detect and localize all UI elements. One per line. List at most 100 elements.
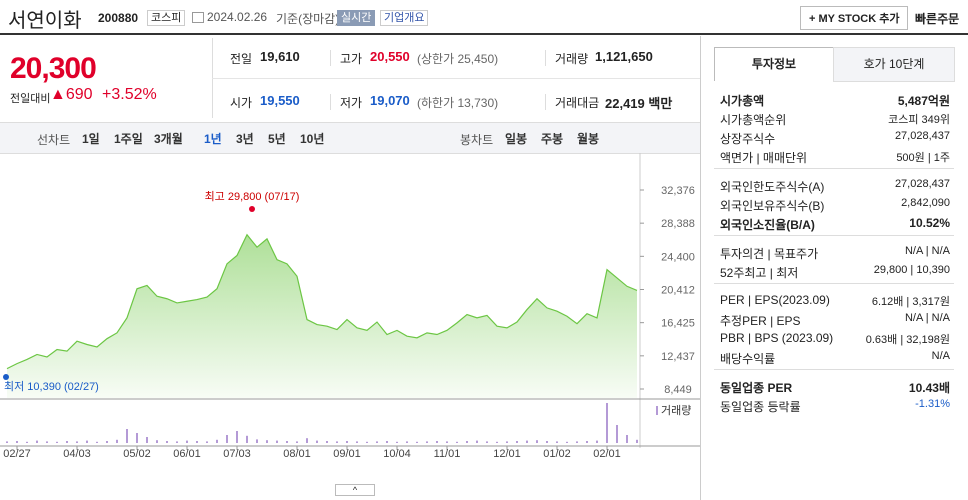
volume-bar (206, 441, 208, 443)
stat-label: 고가 (340, 52, 363, 66)
stat-value: 20,550 (370, 49, 410, 64)
y-tick-label: 20,412 (661, 285, 695, 297)
stat-value: 19,070 (370, 93, 410, 108)
realtime-badge[interactable]: 실시간 (337, 10, 376, 26)
stat-extra: (상한가 25,450) (417, 52, 499, 66)
period-option[interactable]: 주봉 (541, 132, 564, 146)
price-area (7, 234, 637, 398)
volume-bar (96, 441, 98, 443)
section-rule (714, 235, 954, 236)
info-value: 27,028,437 (894, 178, 950, 190)
tab[interactable]: 호가 10단계 (833, 47, 955, 82)
volume-bar (236, 431, 238, 443)
change-label: 전일대비 (10, 93, 51, 105)
info-value: 27,028,437 (894, 130, 950, 142)
period-option[interactable]: 월봉 (577, 132, 600, 146)
info-value: 29,800 | 10,390 (873, 264, 950, 276)
change-pct: +3.52% (102, 86, 157, 103)
period-bar (0, 122, 700, 154)
mystock-button[interactable]: + MY STOCK 추가 (800, 6, 909, 30)
stat-value: 19,550 (260, 93, 300, 108)
period-option[interactable]: 1주일 (114, 132, 143, 146)
volume-bar (56, 441, 58, 443)
info-label: 투자의견 | 목표주가 (720, 247, 819, 261)
high-label: 최고 29,800 (07/17) (205, 190, 300, 203)
volume-bar (506, 441, 508, 443)
info-value: 코스피 349위 (888, 114, 950, 126)
high-marker (249, 206, 255, 212)
price: 20,300 (10, 52, 97, 85)
stat-value: 1,121,650 (595, 49, 653, 64)
volume-bar (386, 441, 388, 443)
period-label: 봉차트 (460, 133, 494, 147)
info-label: 시가총액 (720, 94, 765, 108)
volume-bar (636, 439, 638, 443)
period-label: 선차트 (37, 133, 71, 147)
volume-bar (586, 441, 588, 443)
stat-label: 시가 (230, 96, 253, 110)
volume-bar (616, 425, 618, 443)
calendar-icon (192, 12, 204, 23)
volume-bar (396, 441, 398, 443)
volume-bar (466, 441, 468, 443)
y-tick-label: 24,400 (661, 251, 695, 263)
period-option[interactable]: 5년 (268, 132, 286, 146)
period-option[interactable]: 10년 (300, 132, 325, 146)
y-tick-label: 16,425 (661, 318, 695, 330)
stat-extra: (하한가 13,730) (417, 96, 499, 110)
volume-bar (76, 441, 78, 443)
collapse-button[interactable]: ^ (335, 484, 375, 496)
volume-bar (426, 441, 428, 443)
info-label: 상장주식수 (720, 132, 776, 146)
section-rule (714, 168, 954, 169)
info-label: 52주최고 | 최저 (720, 266, 799, 280)
info-value: N/A | N/A (904, 312, 950, 324)
stat-value: 22,419 백만 (605, 96, 673, 111)
stat-value: 19,610 (260, 49, 300, 64)
basis: 기준(장마감) (276, 12, 340, 26)
volume-bar (446, 441, 448, 443)
volume-bar (246, 435, 248, 443)
stat-label: 저가 (340, 96, 363, 110)
period-option[interactable]: 1일 (82, 132, 100, 146)
volume-bar (416, 441, 418, 443)
info-value: 10.52% (909, 216, 950, 230)
info-value: 0.63배 | 32,198원 (865, 334, 950, 346)
volume-bar (46, 441, 48, 443)
volume-bar (346, 441, 348, 443)
period-option[interactable]: 3개월 (154, 132, 183, 146)
volume-bar (256, 439, 258, 443)
volume-bar (106, 441, 108, 443)
divider (545, 50, 546, 66)
period-option[interactable]: 3년 (236, 132, 254, 146)
company-dropdown[interactable]: 기업개요 (380, 10, 429, 26)
tab[interactable]: 투자정보 (714, 47, 834, 81)
info-value: 2,842,090 (901, 197, 950, 209)
volume-bar (556, 441, 558, 443)
volume-bar (496, 441, 498, 443)
info-value: -1.31% (915, 398, 950, 410)
volume-bar (176, 441, 178, 443)
info-label: 시가총액순위 (720, 113, 787, 127)
volume-bar (166, 441, 168, 443)
stat-label: 전일 (230, 52, 253, 66)
volume-bar (186, 440, 188, 443)
divider (212, 78, 700, 79)
stat-label: 거래량 (555, 52, 589, 66)
volume-bar (576, 441, 578, 443)
volume-bar (476, 440, 478, 443)
x-tick-label: 12/01 (493, 448, 521, 460)
period-option[interactable]: 일봉 (505, 132, 528, 146)
info-value: 5,487억원 (897, 94, 950, 108)
info-label: PER | EPS(2023.09) (720, 293, 830, 307)
period-option[interactable]: 1년 (204, 132, 222, 146)
stock-name: 서연이화 (8, 10, 82, 32)
volume-bar (456, 441, 458, 443)
info-value: 6.12배 | 3,317원 (871, 296, 950, 308)
volume-bar (196, 441, 198, 443)
quick-order[interactable]: 빠른주문 (915, 12, 960, 26)
x-tick-label: 04/03 (63, 448, 91, 460)
section-rule (714, 369, 954, 370)
y-tick-label: 32,376 (661, 185, 695, 197)
